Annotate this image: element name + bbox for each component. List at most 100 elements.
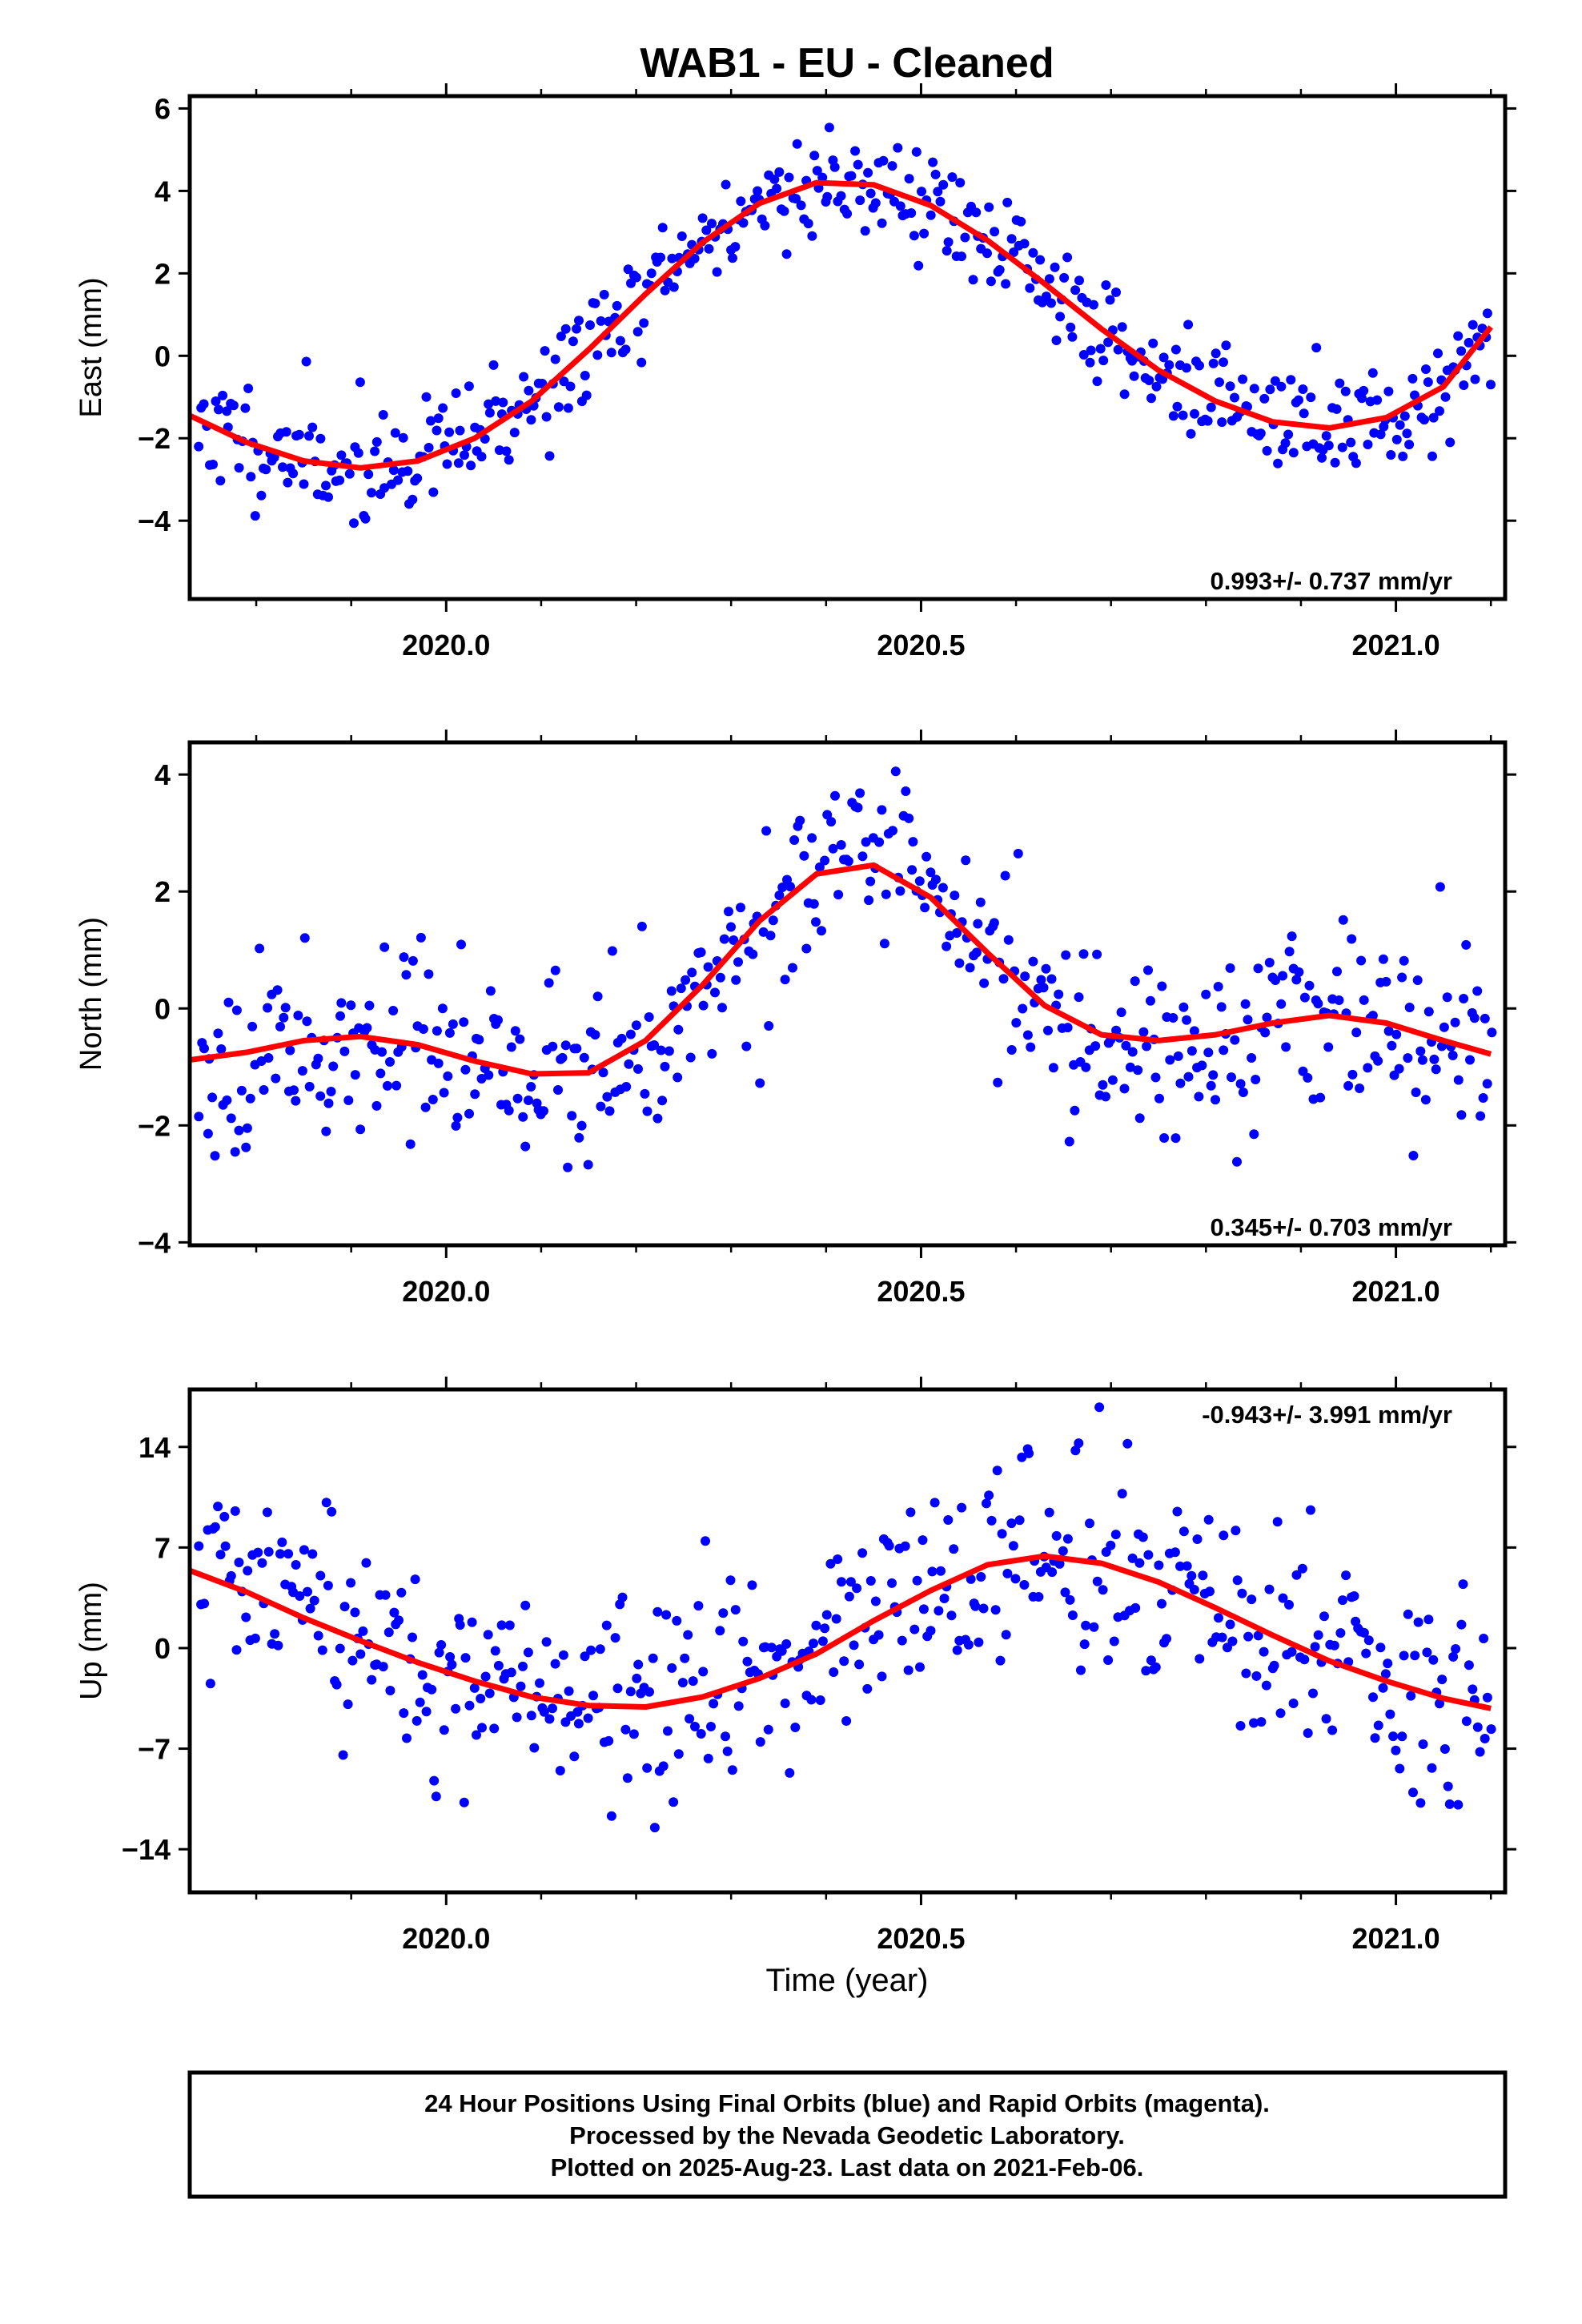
data-point (769, 174, 780, 184)
data-point (1256, 1717, 1267, 1727)
data-point (339, 1602, 350, 1612)
data-point (592, 350, 603, 360)
data-point (1389, 1070, 1399, 1080)
data-point (472, 1730, 481, 1740)
data-point (297, 1066, 307, 1076)
data-point (673, 1024, 684, 1035)
data-point (660, 1061, 670, 1072)
data-point (1006, 1045, 1017, 1055)
data-point (1433, 348, 1443, 359)
data-point (586, 1645, 596, 1655)
data-point (1024, 1448, 1034, 1458)
data-point (1368, 1692, 1378, 1703)
data-point (636, 921, 647, 931)
data-point (947, 172, 958, 183)
footer-line-2: Processed by the Nevada Geodetic Laborat… (569, 2121, 1125, 2149)
data-point (1020, 971, 1030, 982)
data-point (942, 941, 952, 951)
data-point (1278, 1593, 1288, 1603)
data-point (1346, 437, 1356, 448)
data-point (952, 1645, 962, 1655)
data-point (649, 1823, 660, 1833)
data-point (415, 1697, 425, 1707)
data-point (437, 1003, 448, 1014)
data-point (408, 955, 418, 966)
data-point (1303, 1728, 1313, 1739)
data-point (1335, 1628, 1346, 1638)
data-point (1264, 958, 1275, 967)
data-point (841, 1716, 852, 1726)
data-point (281, 427, 291, 437)
data-point (644, 1687, 654, 1697)
data-point (1299, 1655, 1310, 1665)
data-point (604, 1106, 615, 1116)
data-point (231, 1645, 242, 1655)
data-point (926, 867, 936, 878)
data-point (1338, 1595, 1347, 1606)
data-point (1486, 1724, 1496, 1735)
data-point (1206, 402, 1216, 412)
data-point (1172, 401, 1182, 412)
data-point (293, 1011, 303, 1020)
data-point (1315, 1092, 1326, 1103)
data-point (1338, 915, 1348, 925)
data-point (855, 195, 865, 206)
data-point (226, 1570, 236, 1581)
data-point (1111, 287, 1121, 297)
data-point (760, 220, 770, 231)
model-fit-line (190, 1553, 1492, 1711)
data-point (272, 985, 283, 995)
data-point (1079, 1639, 1090, 1650)
data-point (1480, 1013, 1490, 1023)
data-point (451, 1703, 461, 1714)
data-point (385, 1057, 395, 1067)
x-tick-label: 2020.5 (877, 1922, 965, 1955)
data-point (194, 1541, 204, 1551)
data-point (344, 468, 355, 479)
data-point (1206, 1080, 1216, 1091)
data-point (1142, 1041, 1152, 1051)
data-point (625, 1687, 636, 1697)
data-point (1144, 376, 1154, 385)
data-point (690, 1722, 700, 1731)
data-point (1090, 1041, 1101, 1051)
data-point (1148, 338, 1158, 348)
y-tick-label: −14 (122, 1833, 171, 1866)
data-point (557, 1052, 568, 1063)
data-point (493, 1015, 503, 1025)
data-point (1164, 360, 1174, 370)
data-point (1182, 1015, 1192, 1025)
data-point (391, 1080, 402, 1091)
data-point (550, 1659, 560, 1669)
data-point (493, 1660, 504, 1671)
data-point (1427, 1763, 1437, 1773)
data-point (1408, 1787, 1418, 1798)
data-point (307, 422, 318, 432)
data-point (460, 1064, 471, 1075)
data-point (796, 200, 806, 211)
data-point (1456, 1619, 1467, 1630)
data-point (1085, 357, 1095, 368)
data-point (1213, 982, 1223, 991)
data-point (904, 813, 914, 823)
data-point (246, 472, 256, 482)
data-point (1034, 1592, 1044, 1602)
data-point (1288, 448, 1299, 458)
data-point (1459, 380, 1469, 390)
data-point (1182, 1561, 1192, 1571)
data-point (401, 970, 412, 980)
data-point (918, 1604, 929, 1614)
data-point (299, 933, 310, 943)
data-point (421, 392, 432, 402)
data-point (335, 1011, 345, 1021)
data-point (199, 399, 209, 409)
data-point (1456, 346, 1467, 356)
data-point (270, 1629, 280, 1639)
data-point (380, 1590, 391, 1600)
data-point (541, 1637, 552, 1647)
data-point (339, 1046, 350, 1056)
data-point (1219, 1530, 1229, 1541)
data-point (837, 1577, 846, 1587)
y-tick-label: −4 (138, 505, 171, 537)
data-point (592, 991, 603, 1002)
